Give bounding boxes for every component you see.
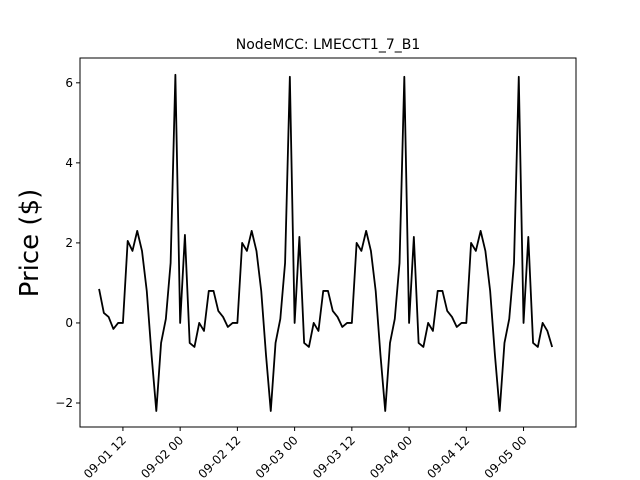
x-tick-label: 09-03 12 <box>310 433 358 480</box>
x-tick-label: 09-05 00 <box>482 433 530 480</box>
x-tick-label: 09-04 00 <box>367 433 415 480</box>
y-tick-label: 6 <box>65 76 73 90</box>
x-tick-label: 09-02 00 <box>138 433 186 480</box>
x-tick-label: 09-02 12 <box>195 433 243 480</box>
x-tick-label: 09-04 12 <box>424 433 472 480</box>
x-tick-label: 09-01 12 <box>81 433 129 480</box>
y-tick-label: 0 <box>65 316 73 330</box>
x-tick-label: 09-03 00 <box>253 433 301 480</box>
y-axis-label: Price ($) <box>15 189 45 298</box>
chart-title: NodeMCC: LMECCT1_7_B1 <box>236 37 421 53</box>
series-line <box>98 73 554 412</box>
y-tick-label: 2 <box>65 236 73 250</box>
y-tick-label: −2 <box>55 396 73 410</box>
y-tick-label: 4 <box>65 156 73 170</box>
